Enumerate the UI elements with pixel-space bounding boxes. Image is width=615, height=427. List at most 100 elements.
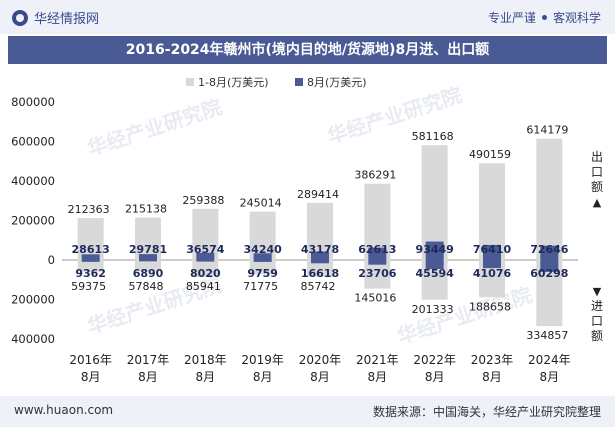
bar-cumulative-import [135,260,161,272]
bar-cumulative-import [192,260,219,277]
export-side-label: 出口额 ▲ [589,150,605,210]
bar-month-import [139,260,157,262]
data-label-cumulative-import: 188658 [469,300,511,313]
bar-cumulative-import [364,260,391,289]
x-tick-label-year: 2023年 [471,353,514,367]
bar-cumulative-export [421,145,448,260]
y-tick-label: 0 [48,253,55,267]
legend-swatch-month [295,78,303,86]
dot-icon [541,15,547,20]
website-link[interactable]: www.huaon.com [14,403,114,417]
bar-month-export [196,252,215,260]
x-tick-label-month: 8月 [540,370,560,384]
data-label-month-import: 9759 [247,267,278,280]
data-label-month-export: 76410 [473,243,512,256]
bar-cumulative-export [249,211,276,260]
legend-label-cumulative: 1-8月(万美元) [198,76,269,89]
data-label-month-import: 9362 [75,267,106,280]
y-tick-label: 600000 [11,135,55,149]
x-tick-label-month: 8月 [368,370,388,384]
data-label-cumulative-export: 245014 [240,197,282,210]
data-label-cumulative-import: 71775 [243,280,278,293]
x-tick-label-year: 2018年 [184,353,227,367]
data-label-month-import: 6890 [133,267,164,280]
bar-month-export [139,254,157,260]
x-tick-label-month: 8月 [482,370,502,384]
x-tick-label-year: 2021年 [356,353,399,367]
bar-month-export [311,251,329,260]
x-tick-label-month: 8月 [196,370,216,384]
bar-month-export [483,244,501,260]
x-tick-label-month: 8月 [425,370,445,384]
bar-cumulative-export [77,218,104,260]
data-label-month-export: 34240 [244,243,283,256]
bar-month-export [368,247,387,260]
watermark: 华经产业研究院 [84,95,225,161]
data-label-cumulative-import: 57848 [129,280,164,293]
data-label-cumulative-export: 490159 [469,148,511,161]
y-tick-label: 800000 [11,95,55,109]
data-label-month-export: 43178 [301,243,339,256]
data-label-cumulative-import: 334857 [526,329,568,342]
data-label-cumulative-import: 85742 [301,280,336,293]
data-label-month-export: 29781 [129,243,167,256]
data-label-cumulative-export: 614179 [526,124,568,137]
x-tick-label-year: 2024年 [528,353,571,367]
data-label-cumulative-export: 386291 [354,169,396,182]
data-label-cumulative-import: 85941 [186,280,221,293]
bar-month-import [196,260,215,262]
x-tick-label-month: 8月 [310,370,330,384]
y-tick-label: 200000 [11,214,55,228]
bar-month-import [368,260,387,265]
bar-month-import [311,260,329,264]
data-label-month-export: 72646 [530,243,569,256]
y-tick-label: 400000 [11,174,55,188]
x-tick-label-year: 2019年 [241,353,284,367]
bar-cumulative-export [479,163,505,260]
bar-month-export [425,241,444,260]
x-tick-label-year: 2022年 [413,353,456,367]
bar-cumulative-export [135,217,161,260]
data-label-cumulative-export: 212363 [68,203,110,216]
x-tick-label-month: 8月 [81,370,101,384]
tagline-right: 客观科学 [552,11,601,25]
data-label-month-export: 62613 [358,243,396,256]
bar-cumulative-import [307,260,333,277]
data-label-month-import: 8020 [190,267,221,280]
brand[interactable]: 华经情报网 [12,8,99,27]
bar-month-export [253,253,272,260]
x-tick-label-year: 2017年 [127,353,170,367]
top-bar: 华经情报网 专业严谨 客观科学 [0,0,615,34]
data-label-month-import: 45594 [416,267,455,280]
bar-month-import [81,260,100,262]
tagline: 专业严谨 客观科学 [488,9,601,26]
data-label-cumulative-import: 59375 [71,280,106,293]
data-label-cumulative-import: 145016 [354,292,396,305]
chart-title: 2016-2024年赣州市(境内目的地/货源地)8月进、出口额 [8,36,607,64]
bar-cumulative-export [364,183,391,260]
data-label-cumulative-export: 581168 [412,130,454,143]
bar-cumulative-import [77,260,104,272]
legend-label-month: 8月(万美元) [307,76,367,89]
data-label-cumulative-import: 201333 [412,303,454,316]
data-label-month-import: 23706 [358,267,397,280]
bar-cumulative-export [536,138,563,260]
data-source: 数据来源：中国海关，华经产业研究院整理 [372,405,601,419]
y-tick-label: 400000 [11,332,55,346]
data-label-month-export: 28613 [72,243,110,256]
data-label-month-export: 93449 [416,243,454,256]
legend-swatch-cumulative [186,78,194,86]
bar-cumulative-import [249,260,276,275]
brand-name: 华经情报网 [34,12,100,27]
bar-cumulative-export [307,202,333,260]
x-tick-label-month: 8月 [253,370,273,384]
bar-month-import [425,260,444,270]
bar-cumulative-export [192,208,219,260]
up-arrow-icon: ▲ [592,196,602,209]
data-label-month-import: 41076 [473,267,512,280]
x-tick-label-year: 2016年 [69,353,112,367]
data-label-month-import: 60298 [530,267,568,280]
y-tick-label: 200000 [11,293,55,307]
data-label-month-export: 36574 [186,243,225,256]
import-side-label: ▼ 进口额 [589,284,605,344]
